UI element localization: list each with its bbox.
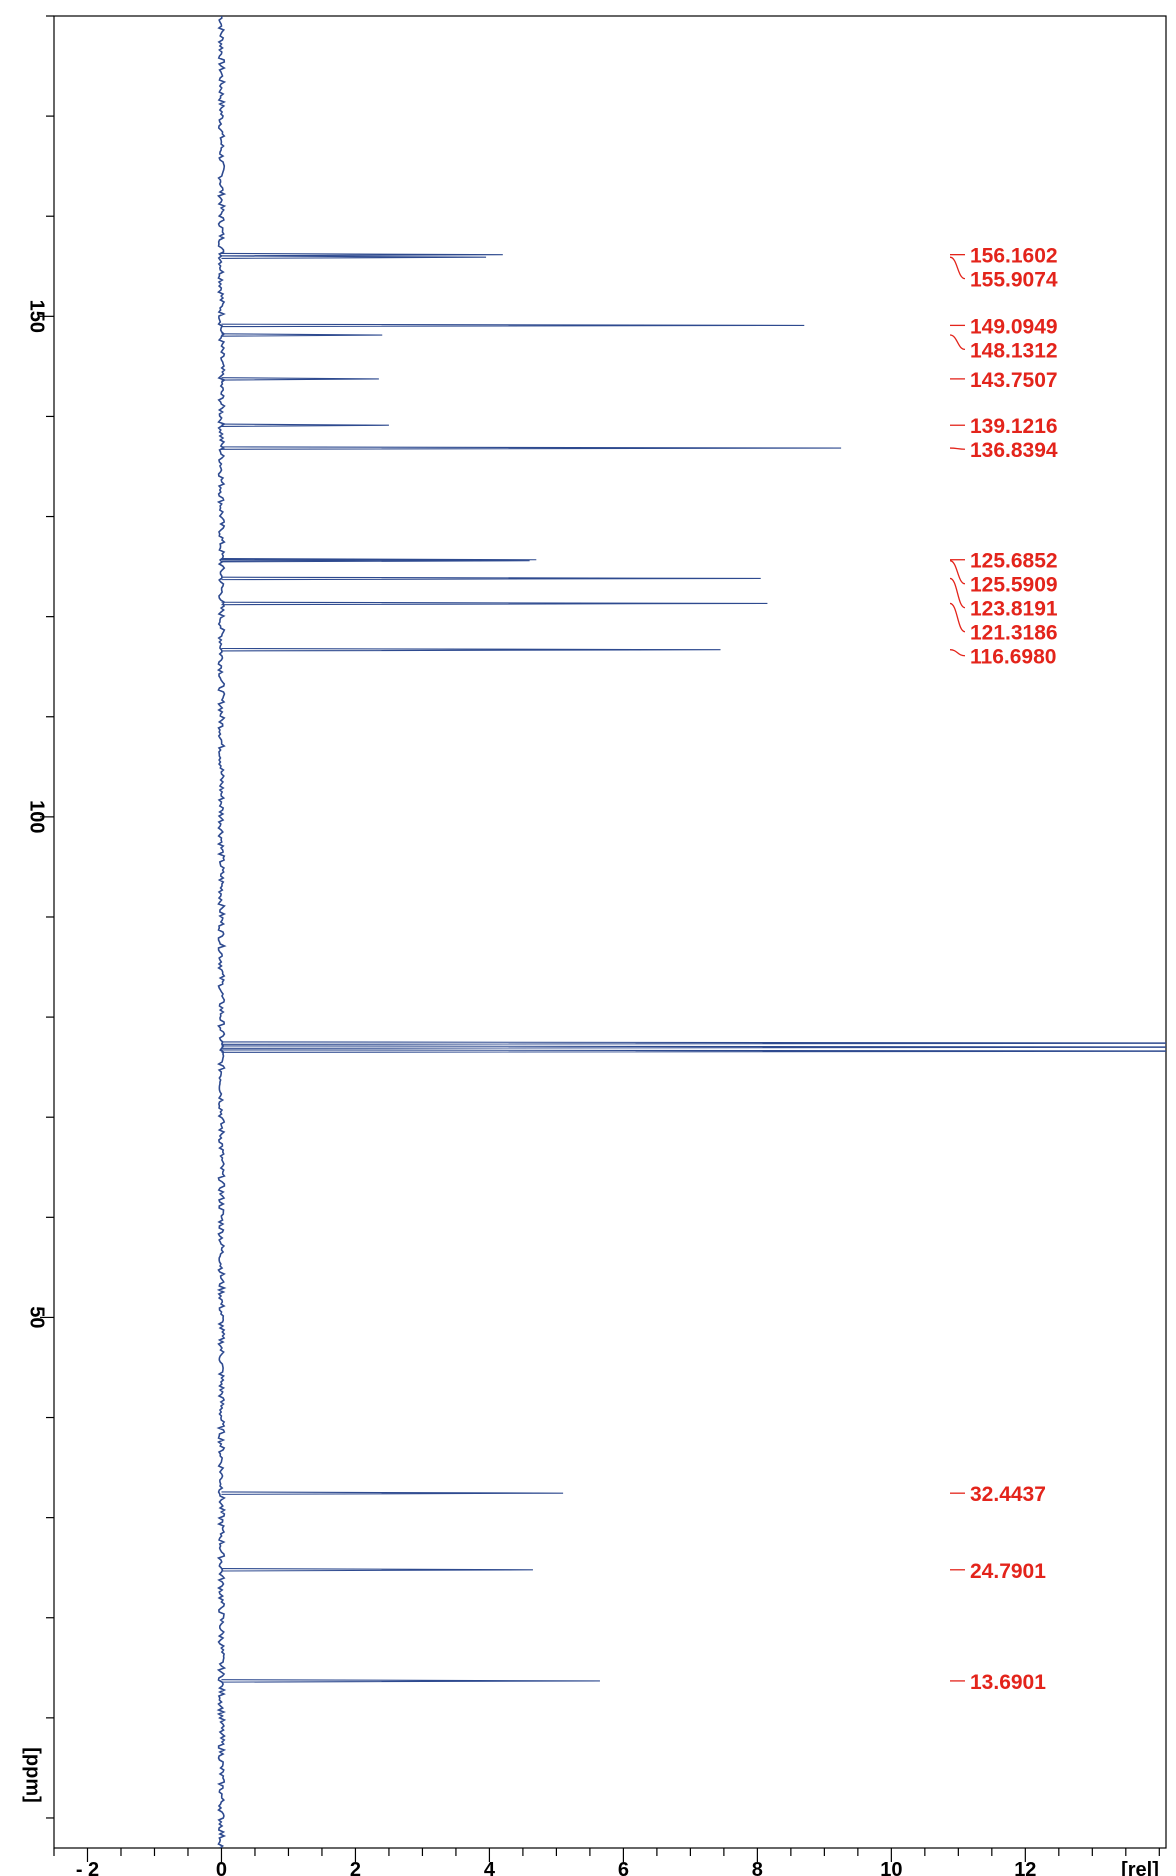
y-tick-label: 50 bbox=[26, 1306, 48, 1328]
x-tick-label: 8 bbox=[752, 1859, 763, 1876]
peak-annotation-connector bbox=[949, 560, 966, 585]
y-tick-label: 100 bbox=[26, 800, 48, 833]
plot-border bbox=[53, 15, 1167, 1849]
peak-annotation-connector bbox=[949, 256, 966, 280]
x-tick-label: 10 bbox=[880, 1859, 902, 1876]
x-tick-label: 2 bbox=[350, 1859, 361, 1876]
x-tick-label: - 2 bbox=[76, 1859, 99, 1876]
peak-line bbox=[221, 1045, 1166, 1049]
peak-line bbox=[221, 333, 383, 337]
peak-line bbox=[221, 1568, 533, 1572]
peak-annotation-label: 156.1602 bbox=[970, 245, 1058, 268]
x-tick-label: 0 bbox=[216, 1859, 227, 1876]
x-tick-label: 4 bbox=[484, 1859, 496, 1876]
peak-annotation-label: 143.7507 bbox=[970, 369, 1058, 392]
peak-annotation-label: 125.6852 bbox=[970, 550, 1058, 573]
peak-annotation-label: 139.1216 bbox=[970, 415, 1058, 438]
peak-line bbox=[221, 423, 389, 427]
peak-annotation-label: 32.4437 bbox=[970, 1483, 1046, 1506]
x-tick-label: 12 bbox=[1014, 1859, 1036, 1876]
peak-annotation-label: 125.5909 bbox=[970, 574, 1058, 597]
peak-line bbox=[221, 557, 537, 562]
peak-line bbox=[221, 1049, 1166, 1053]
peak-line bbox=[221, 377, 379, 381]
peak-line bbox=[221, 601, 768, 606]
peak-annotation-label: 13.6901 bbox=[970, 1671, 1046, 1694]
peak-annotation-label: 121.3186 bbox=[970, 622, 1058, 645]
peak-annotation-label: 149.0949 bbox=[970, 315, 1058, 338]
peak-annotation-connector bbox=[949, 577, 966, 609]
peak-line bbox=[221, 323, 805, 328]
peak-line bbox=[221, 576, 761, 581]
peak-annotation-connector bbox=[949, 334, 966, 351]
peak-annotation-label: 148.1312 bbox=[970, 339, 1058, 362]
peak-line bbox=[221, 1041, 1166, 1045]
peak-line bbox=[221, 1491, 564, 1495]
peak-annotation-label: 116.6980 bbox=[970, 646, 1056, 669]
peak-line bbox=[221, 1679, 600, 1683]
y-axis-title: [ppm] bbox=[22, 1747, 44, 1803]
peak-annotation-label: 136.8394 bbox=[970, 439, 1058, 462]
peak-line bbox=[221, 558, 530, 563]
peak-line bbox=[221, 446, 842, 450]
ticks-layer: - 2 0 2 4 6 8 10 12 150 100 50 bbox=[26, 15, 1160, 1876]
peak-annotation-label: 123.8191 bbox=[970, 598, 1058, 621]
x-tick-label: 6 bbox=[618, 1859, 629, 1876]
y-tick-label: 150 bbox=[26, 300, 48, 333]
peak-line bbox=[221, 252, 503, 257]
x-axis-title: [rel] bbox=[1121, 1859, 1159, 1876]
peak-annotation-connector bbox=[949, 447, 966, 450]
peak-annotation-label: 24.7901 bbox=[970, 1560, 1046, 1583]
peak-line bbox=[221, 255, 487, 259]
peak-line bbox=[221, 647, 721, 652]
plot-frame bbox=[53, 15, 1167, 1849]
peak-annotation-connector bbox=[949, 649, 966, 657]
peak-annotation-label: 155.9074 bbox=[970, 269, 1058, 292]
peak-annotation-connector bbox=[949, 602, 966, 633]
baseline-noise bbox=[216, 16, 227, 1848]
